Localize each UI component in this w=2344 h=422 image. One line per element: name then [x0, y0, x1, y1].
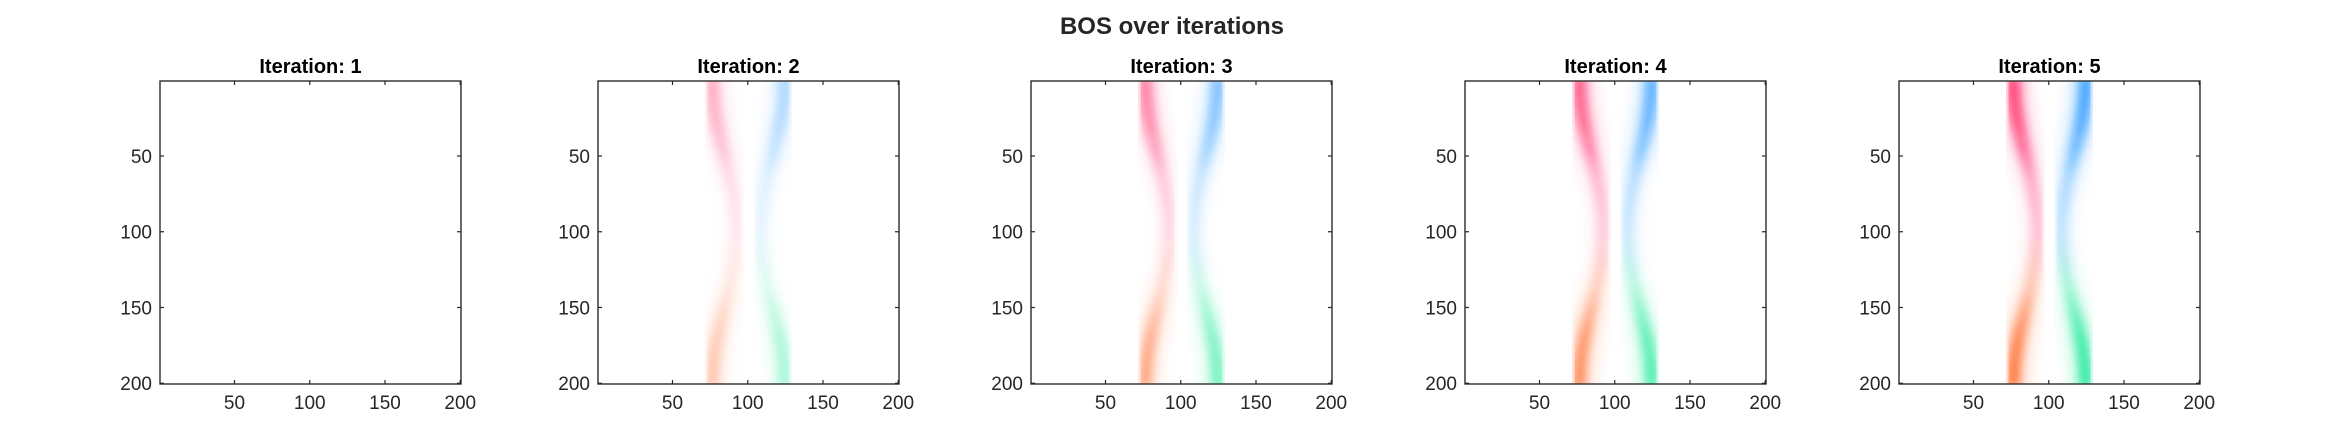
y-tick-label: 200 [558, 374, 590, 395]
x-tick-label: 50 [1529, 393, 1550, 414]
y-tick-label: 200 [991, 374, 1023, 395]
y-tick-label: 50 [1436, 147, 1457, 168]
x-tick-label: 200 [1315, 393, 1347, 414]
x-tick-label: 50 [1095, 393, 1116, 414]
panel-title: Iteration: 4 [1564, 56, 1667, 78]
y-tick-label: 150 [1425, 298, 1457, 319]
panel-5: Iteration: 5 50 100 150 200 50 100 150 200 [1859, 56, 2215, 414]
panel-3: Iteration: 3 50 100 150 200 50 100 150 200 [991, 56, 1347, 414]
x-tick-label: 200 [882, 393, 914, 414]
right-strand [1188, 81, 1223, 384]
x-tick-label: 50 [1963, 393, 1984, 414]
x-tick-label: 150 [1240, 393, 1272, 414]
plot-area [597, 80, 900, 385]
y-tick-label: 150 [991, 298, 1023, 319]
panels-group: Iteration: 150 100 150 20050100150200Iterat… [120, 56, 2215, 414]
left-strand [1140, 81, 1175, 384]
x-tick-label: 150 [2108, 393, 2140, 414]
figure-title: BOS over iterations [1060, 13, 1284, 40]
right-strand [755, 81, 790, 384]
panel-1: Iteration: 1 50 100 150 200 50 100 150 200 [120, 56, 476, 414]
x-tick-label: 200 [2183, 393, 2215, 414]
left-strand [1574, 81, 1609, 384]
right-strand [1622, 81, 1657, 384]
axis-frame [1464, 80, 1767, 385]
panel-title: Iteration: 5 [1998, 56, 2100, 78]
y-tick-label: 100 [1859, 223, 1891, 244]
left-strand [707, 81, 742, 384]
panel-title: Iteration: 2 [697, 56, 799, 78]
y-tick-label: 100 [1425, 223, 1457, 244]
axis-frame [1898, 80, 2201, 385]
y-tick-label: 50 [131, 147, 152, 168]
x-tick-label: 200 [444, 393, 476, 414]
y-tick-label: 50 [569, 147, 590, 168]
right-strand [2056, 81, 2091, 384]
x-tick-label: 100 [2033, 393, 2065, 414]
heatmap-image [1568, 81, 1663, 384]
y-tick-label: 50 [1002, 147, 1023, 168]
axis-frame [159, 80, 462, 385]
y-tick-label: 100 [558, 223, 590, 244]
y-tick-label: 150 [1859, 298, 1891, 319]
panel-title: Iteration: 1 [259, 56, 361, 78]
axis-frame [1030, 80, 1333, 385]
x-tick-label: 50 [662, 393, 683, 414]
y-tick-label: 100 [120, 223, 152, 244]
x-tick-label: 200 [1749, 393, 1781, 414]
y-tick-label: 200 [120, 374, 152, 395]
y-tick-label: 200 [1859, 374, 1891, 395]
panel-title: Iteration: 3 [1130, 56, 1232, 78]
plot-area [159, 80, 462, 385]
plot-area [1030, 80, 1333, 385]
x-tick-label: 100 [732, 393, 764, 414]
x-tick-label: 50 [224, 393, 245, 414]
x-tick-label: 100 [1599, 393, 1631, 414]
plot-area [1464, 80, 1767, 385]
heatmap-image [701, 81, 796, 384]
left-strand [2008, 81, 2043, 384]
y-tick-label: 200 [1425, 374, 1457, 395]
heatmap-image [1134, 81, 1229, 384]
x-tick-label: 150 [807, 393, 839, 414]
y-tick-label: 150 [120, 298, 152, 319]
x-tick-label: 150 [1674, 393, 1706, 414]
panel-2: Iteration: 2 50 100 150 200 50 100 150 200 [558, 56, 914, 414]
x-tick-label: 150 [369, 393, 401, 414]
heatmap-image [2002, 81, 2097, 384]
plot-area [1898, 80, 2201, 385]
y-tick-label: 150 [558, 298, 590, 319]
y-tick-label: 50 [1870, 147, 1891, 168]
x-tick-label: 100 [1165, 393, 1197, 414]
y-tick-label: 100 [991, 223, 1023, 244]
panel-4: Iteration: 4 50 100 150 200 50 100 150 200 [1425, 56, 1781, 414]
x-tick-label: 100 [294, 393, 326, 414]
axis-frame [597, 80, 900, 385]
